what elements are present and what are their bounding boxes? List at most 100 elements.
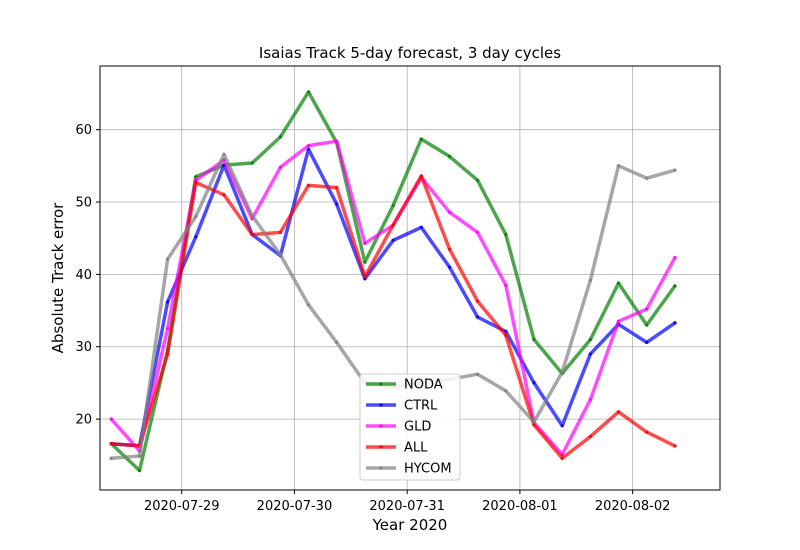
data-point bbox=[166, 327, 170, 331]
data-point bbox=[419, 137, 423, 141]
data-point bbox=[645, 176, 649, 180]
data-point bbox=[560, 424, 564, 428]
x-tick-label: 2020-07-30 bbox=[257, 499, 333, 514]
data-point bbox=[588, 434, 593, 439]
data-point bbox=[250, 233, 254, 237]
legend-marker bbox=[379, 466, 383, 470]
y-tick-label: 20 bbox=[75, 413, 92, 428]
data-point bbox=[588, 337, 593, 342]
legend-marker bbox=[379, 445, 383, 449]
data-point bbox=[616, 281, 621, 285]
data-point bbox=[588, 278, 593, 282]
data-point bbox=[166, 352, 170, 356]
data-point bbox=[447, 210, 452, 214]
data-point bbox=[335, 186, 339, 190]
legend-entry-ctrl: CTRL bbox=[366, 399, 438, 414]
legend-label: GLD bbox=[404, 420, 431, 435]
data-point bbox=[476, 315, 480, 319]
legend-box bbox=[359, 373, 461, 481]
data-point bbox=[363, 241, 367, 245]
data-point bbox=[476, 299, 480, 303]
data-point bbox=[391, 238, 395, 242]
data-point bbox=[476, 372, 480, 376]
x-tick-label: 2020-07-31 bbox=[369, 499, 445, 514]
y-axis: 20 30 40 50 60 bbox=[75, 123, 100, 428]
data-point bbox=[194, 235, 198, 239]
data-point bbox=[194, 175, 198, 179]
y-tick-label: 30 bbox=[75, 340, 92, 355]
data-point bbox=[250, 161, 254, 165]
data-point bbox=[109, 442, 113, 446]
legend-marker bbox=[379, 382, 383, 386]
data-point bbox=[166, 300, 170, 304]
x-tick-label: 2020-07-29 bbox=[144, 499, 220, 514]
data-point bbox=[616, 319, 621, 323]
data-point bbox=[194, 180, 198, 185]
series-all bbox=[109, 174, 677, 460]
data-point bbox=[504, 283, 508, 287]
data-point bbox=[560, 370, 564, 374]
legend-entry-gld: GLD bbox=[366, 420, 431, 435]
data-point bbox=[616, 410, 621, 414]
data-point bbox=[335, 340, 339, 344]
legend-label: CTRL bbox=[404, 399, 438, 414]
data-point bbox=[166, 257, 170, 261]
data-point bbox=[673, 168, 677, 172]
data-point bbox=[588, 352, 593, 356]
y-tick-label: 40 bbox=[75, 268, 92, 283]
legend-label: HYCOM bbox=[404, 462, 452, 477]
plot-area-frame bbox=[99, 65, 721, 491]
y-tick-label: 60 bbox=[75, 123, 92, 138]
data-point bbox=[673, 284, 677, 288]
data-point bbox=[306, 90, 311, 94]
data-point bbox=[419, 225, 423, 229]
data-point bbox=[532, 381, 536, 385]
data-point bbox=[645, 430, 649, 434]
data-point bbox=[645, 307, 649, 311]
legend: NODA CTRL GLD ALL HYCOM bbox=[359, 373, 461, 481]
x-axis: 2020-07-29 2020-07-30 2020-07-31 2020-08-01… bbox=[144, 490, 670, 514]
legend-label: NODA bbox=[404, 378, 443, 393]
x-tick-label: 2020-08-01 bbox=[482, 499, 558, 514]
legend-entry-hycom: HYCOM bbox=[366, 462, 452, 477]
data-point bbox=[306, 144, 311, 148]
data-point bbox=[504, 233, 508, 237]
data-point bbox=[447, 154, 452, 158]
data-point bbox=[363, 260, 367, 264]
legend-entry-all: ALL bbox=[366, 441, 428, 456]
x-axis-label: Year 2020 bbox=[372, 516, 448, 534]
data-point bbox=[476, 230, 480, 234]
legend-entry-noda: NODA bbox=[366, 378, 443, 393]
data-point bbox=[222, 152, 226, 156]
data-point bbox=[532, 337, 536, 342]
x-tick-label: 2020-08-02 bbox=[595, 499, 671, 514]
data-point bbox=[673, 321, 677, 325]
data-point bbox=[109, 417, 113, 421]
data-point bbox=[194, 214, 198, 219]
data-point bbox=[222, 193, 226, 197]
data-point bbox=[109, 456, 113, 460]
data-point bbox=[306, 303, 311, 307]
data-point bbox=[419, 174, 423, 178]
data-point bbox=[391, 223, 395, 227]
data-point bbox=[278, 253, 282, 257]
data-point bbox=[560, 456, 564, 460]
data-point bbox=[137, 468, 142, 473]
data-point bbox=[673, 256, 677, 260]
chart-title: Isaias Track 5-day forecast, 3 day cycle… bbox=[259, 44, 561, 62]
data-point bbox=[250, 214, 254, 218]
data-point bbox=[673, 444, 677, 448]
data-point bbox=[137, 454, 142, 458]
legend-marker bbox=[379, 424, 383, 428]
data-point bbox=[645, 340, 649, 344]
data-point bbox=[447, 265, 452, 269]
data-point bbox=[532, 420, 536, 424]
data-point bbox=[363, 275, 367, 279]
data-point bbox=[278, 135, 282, 139]
data-point bbox=[306, 183, 311, 187]
data-point bbox=[645, 323, 649, 327]
data-point bbox=[278, 165, 282, 169]
data-point bbox=[504, 389, 508, 393]
data-point bbox=[504, 333, 508, 337]
